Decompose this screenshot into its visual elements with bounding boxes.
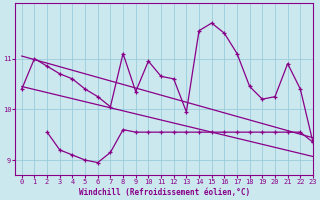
X-axis label: Windchill (Refroidissement éolien,°C): Windchill (Refroidissement éolien,°C): [79, 188, 250, 197]
